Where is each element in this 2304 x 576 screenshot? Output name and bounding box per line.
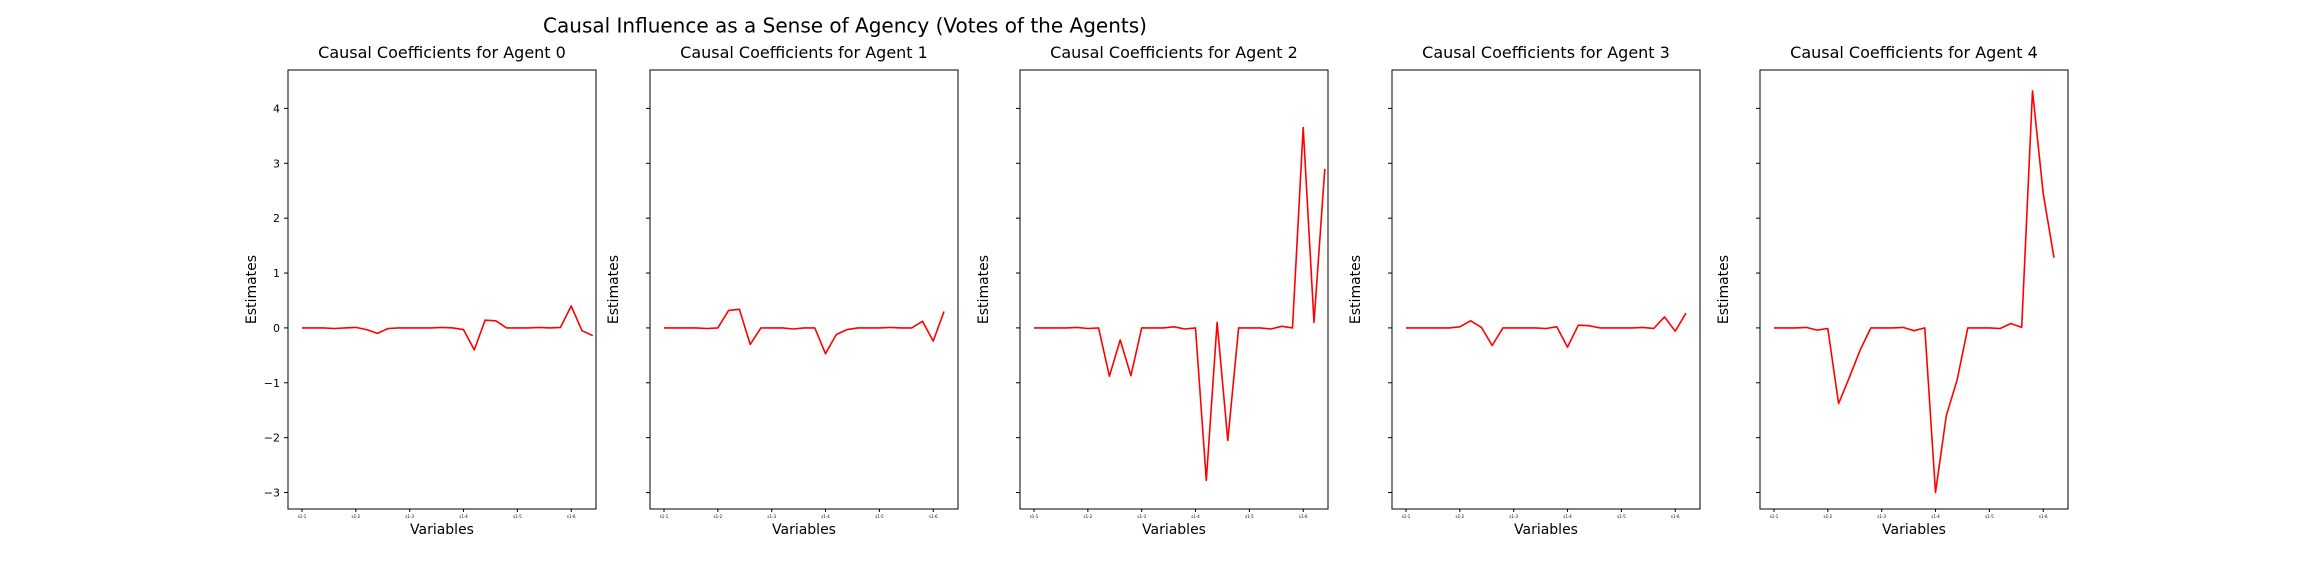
x-tick-label: s1-1 — [1030, 514, 1039, 519]
axes-frame — [287, 69, 597, 510]
y-tick-label: −1 — [264, 377, 280, 390]
x-axis-label: Variables — [1514, 522, 1578, 538]
subplot-agent-4: Causal Coefficients for Agent 4 s1-1 s1-2 s… — [1716, 43, 2069, 538]
y-tick-label: 3 — [273, 157, 280, 170]
subplot-title: Causal Coefficients for Agent 4 — [1790, 43, 2038, 62]
series-line — [664, 308, 945, 355]
x-tick-label: s1-3 — [1877, 514, 1886, 519]
x-tick-label: s1-3 — [767, 514, 776, 519]
x-tick-label: s1-5 — [1985, 514, 1994, 519]
y-tick-label: −2 — [264, 432, 280, 445]
x-axis-label: Variables — [1882, 522, 1946, 538]
subplot-agent-1: Causal Coefficients for Agent 1 s1-1 s1-2 s… — [606, 43, 959, 538]
y-tick-label: 2 — [273, 212, 280, 225]
x-tick-label: s1-3 — [1509, 514, 1518, 519]
x-tick-label: s1-2 — [352, 514, 361, 519]
y-tick-label: 0 — [273, 322, 280, 335]
x-tick-label: s1-6 — [929, 514, 938, 519]
x-tick-label: s1-2 — [1084, 514, 1093, 519]
subplot-title: Causal Coefficients for Agent 2 — [1050, 43, 1298, 62]
axes-frame — [649, 69, 959, 510]
x-tick-label: s1-4 — [459, 514, 468, 519]
x-tick-label: s1-6 — [567, 514, 576, 519]
x-tick-label: s1-1 — [1770, 514, 1779, 519]
y-axis-label: Estimates — [244, 255, 260, 324]
y-tick-label: −3 — [264, 487, 280, 500]
x-tick-label: s1-1 — [298, 514, 307, 519]
axes-frame — [1759, 69, 2069, 510]
y-tick-label: 4 — [273, 102, 280, 115]
series-line — [1406, 312, 1687, 348]
x-tick-label: s1-2 — [1456, 514, 1465, 519]
x-tick-label: s1-1 — [660, 514, 669, 519]
x-tick-label: s1-4 — [1931, 514, 1940, 519]
y-tick-label: 1 — [273, 267, 280, 280]
x-tick-label: s1-6 — [1299, 514, 1308, 519]
subplot-agent-2: Causal Coefficients for Agent 2 s1-1 s1-2 s… — [976, 43, 1329, 538]
x-tick-label: s1-4 — [1563, 514, 1572, 519]
x-tick-label: s1-6 — [1671, 514, 1680, 519]
x-tick-label: s1-5 — [875, 514, 884, 519]
subplot-title: Causal Coefficients for Agent 1 — [680, 43, 928, 62]
x-tick-label: s1-3 — [1137, 514, 1146, 519]
x-tick-label: s1-4 — [1191, 514, 1200, 519]
x-tick-label: s1-2 — [714, 514, 723, 519]
x-axis-label: Variables — [410, 522, 474, 538]
x-axis-label: Variables — [1142, 522, 1206, 538]
x-tick-label: s1-6 — [2039, 514, 2048, 519]
y-axis-label: Estimates — [976, 255, 992, 324]
series-line — [1034, 126, 1326, 482]
subplot-agent-3: Causal Coefficients for Agent 3 s1-1 s1-2 s… — [1348, 43, 1701, 538]
x-tick-label: s1-3 — [405, 514, 414, 519]
axes-frame — [1019, 69, 1329, 510]
x-tick-label: s1-5 — [1617, 514, 1626, 519]
subplot-title: Causal Coefficients for Agent 0 — [318, 43, 566, 62]
subplot-title: Causal Coefficients for Agent 3 — [1422, 43, 1670, 62]
y-axis-label: Estimates — [1348, 255, 1364, 324]
series-line — [302, 305, 594, 351]
figure-title: Causal Influence as a Sense of Agency (V… — [543, 14, 1147, 38]
axes-frame — [1391, 69, 1701, 510]
x-tick-label: s1-4 — [821, 514, 830, 519]
subplots: Causal Coefficients for Agent 0 −3 −2 −1 0 1 2… — [244, 43, 2069, 538]
x-tick-label: s1-5 — [1245, 514, 1254, 519]
x-tick-label: s1-5 — [513, 514, 522, 519]
y-axis-label: Estimates — [1716, 255, 1732, 324]
x-tick-label: s1-1 — [1402, 514, 1411, 519]
series-line — [1774, 90, 2055, 494]
x-tick-label: s1-2 — [1824, 514, 1833, 519]
x-axis-label: Variables — [772, 522, 836, 538]
y-axis-label: Estimates — [606, 255, 622, 324]
subplot-agent-0: Causal Coefficients for Agent 0 −3 −2 −1 0 1 2… — [244, 43, 597, 538]
